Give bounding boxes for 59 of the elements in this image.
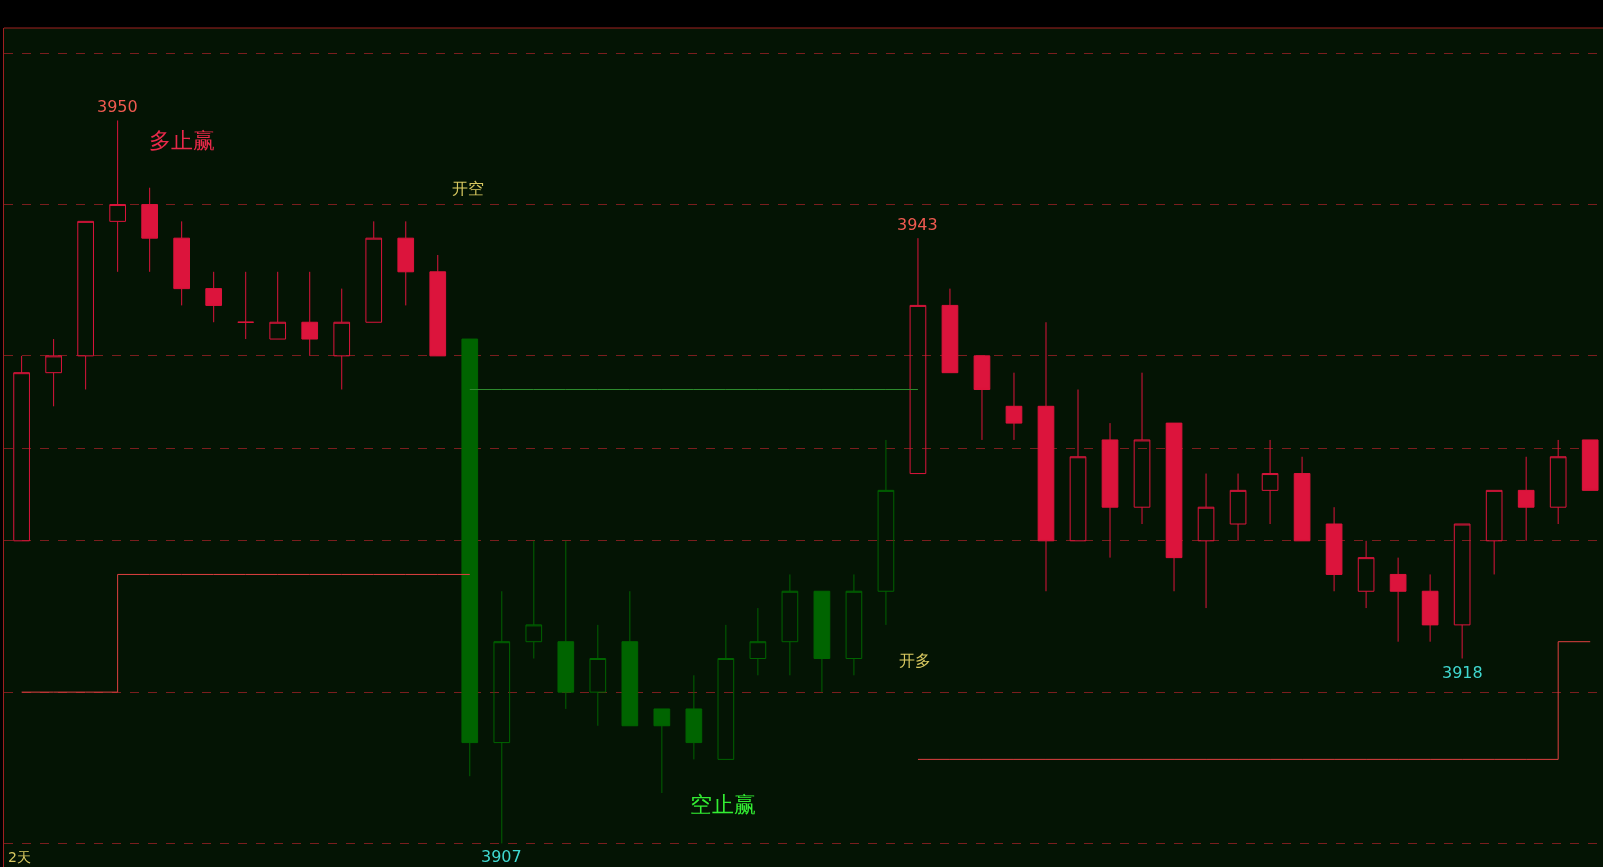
candlestick — [813, 590, 831, 693]
candlestick — [1261, 439, 1279, 525]
candlestick — [1293, 456, 1311, 542]
candlestick — [173, 220, 191, 306]
candlestick — [45, 338, 62, 407]
candlestick — [717, 624, 735, 760]
candlestick — [973, 355, 991, 441]
candlestick — [1037, 321, 1055, 592]
candlestick — [1389, 557, 1407, 643]
candlestick — [525, 540, 543, 660]
candlestick — [1325, 506, 1343, 592]
candlestick — [1165, 422, 1183, 592]
candlestick — [461, 338, 479, 777]
annotation: 3907 — [481, 847, 522, 866]
annotation: 多止赢 — [149, 128, 215, 153]
candlestick — [781, 573, 799, 676]
candlestick — [1453, 523, 1471, 660]
candlestick — [429, 254, 447, 357]
candlestick — [269, 271, 287, 340]
candlestick — [909, 237, 927, 475]
candlestick — [845, 573, 863, 676]
candlestick — [877, 439, 895, 626]
candlestick — [621, 590, 639, 727]
candlestick — [1069, 388, 1087, 542]
candlestick — [301, 271, 319, 357]
candlestick — [493, 590, 511, 844]
candlestick — [1549, 439, 1567, 525]
candlestick — [397, 220, 415, 306]
candlestick — [77, 220, 94, 390]
annotation: 3943 — [897, 215, 938, 234]
candlestick — [205, 271, 223, 323]
candlestick — [1133, 372, 1151, 525]
candlestick — [13, 355, 30, 542]
candlestick — [1197, 473, 1215, 609]
candlestick — [1517, 456, 1535, 542]
candlestick — [1229, 473, 1247, 542]
annotation: 开空 — [452, 179, 484, 198]
candlestick — [685, 674, 703, 760]
annotation: 3918 — [1442, 663, 1483, 682]
candlestick — [557, 540, 575, 710]
candlestick — [1005, 372, 1023, 441]
candlestick — [589, 624, 607, 727]
candlestick — [109, 119, 126, 273]
candlestick — [365, 220, 383, 323]
annotation: 3950 — [97, 97, 138, 116]
candlestick — [1581, 439, 1599, 491]
candlestick — [1357, 540, 1375, 609]
annotation: 开多 — [899, 651, 931, 670]
candlestick — [941, 288, 959, 374]
candlestick — [749, 607, 767, 676]
candlestick — [1421, 573, 1439, 643]
annotation: 2天 — [8, 849, 31, 865]
candlestick — [237, 271, 255, 340]
candlestick — [1101, 422, 1119, 559]
candlestick — [141, 187, 158, 273]
candlestick — [1485, 489, 1503, 575]
candlestick — [333, 288, 351, 390]
annotation: 空止赢 — [690, 792, 756, 817]
candlestick — [653, 708, 671, 794]
